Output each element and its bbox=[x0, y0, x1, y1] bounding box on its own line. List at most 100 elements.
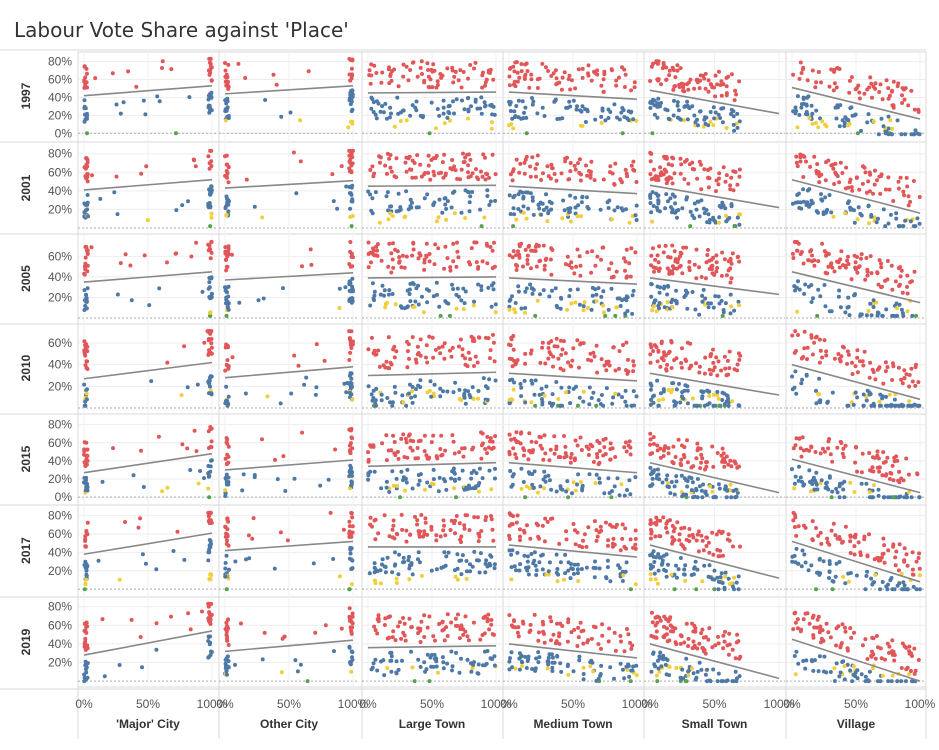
data-point bbox=[534, 573, 538, 577]
data-point bbox=[728, 539, 732, 543]
data-point bbox=[84, 631, 88, 635]
data-point bbox=[539, 444, 543, 448]
data-point bbox=[559, 386, 563, 390]
data-point bbox=[491, 528, 495, 532]
data-point bbox=[118, 663, 122, 667]
data-point bbox=[226, 209, 230, 213]
data-point bbox=[625, 450, 629, 454]
data-point bbox=[134, 85, 138, 89]
data-point bbox=[590, 308, 594, 312]
data-point bbox=[381, 284, 385, 288]
data-point bbox=[726, 394, 730, 398]
data-point bbox=[887, 115, 891, 119]
data-point bbox=[682, 572, 686, 576]
data-point bbox=[208, 379, 212, 383]
data-point bbox=[438, 476, 442, 480]
data-point bbox=[391, 241, 395, 245]
data-point bbox=[425, 242, 429, 246]
data-point bbox=[423, 196, 427, 200]
data-point bbox=[698, 365, 702, 369]
data-point bbox=[404, 529, 408, 533]
data-point bbox=[391, 258, 395, 262]
data-point bbox=[419, 620, 423, 624]
data-point bbox=[201, 290, 205, 294]
data-point bbox=[879, 265, 883, 269]
data-point bbox=[890, 288, 894, 292]
data-point bbox=[225, 539, 229, 543]
data-point bbox=[451, 259, 455, 263]
data-point bbox=[240, 488, 244, 492]
data-point bbox=[520, 487, 524, 491]
data-point bbox=[561, 76, 565, 80]
data-point bbox=[686, 88, 690, 92]
data-point bbox=[888, 393, 892, 397]
data-point bbox=[692, 572, 696, 576]
data-point bbox=[489, 199, 493, 203]
data-point bbox=[111, 71, 115, 75]
data-point bbox=[414, 387, 418, 391]
data-point bbox=[893, 555, 897, 559]
data-point bbox=[620, 537, 624, 541]
data-point bbox=[374, 404, 378, 408]
data-point bbox=[476, 267, 480, 271]
data-point bbox=[85, 131, 89, 135]
data-point bbox=[542, 288, 546, 292]
data-point bbox=[402, 109, 406, 113]
data-point bbox=[480, 112, 484, 116]
data-point bbox=[534, 440, 538, 444]
data-point bbox=[435, 219, 439, 223]
data-point bbox=[717, 171, 721, 175]
data-point bbox=[802, 524, 806, 528]
data-point bbox=[881, 537, 885, 541]
data-point bbox=[694, 488, 698, 492]
data-point bbox=[674, 401, 678, 405]
data-point bbox=[396, 624, 400, 628]
data-point bbox=[825, 537, 829, 541]
data-point bbox=[196, 383, 200, 387]
data-point bbox=[858, 97, 862, 101]
data-point bbox=[419, 665, 423, 669]
data-point bbox=[618, 493, 622, 497]
data-point bbox=[653, 299, 657, 303]
data-point bbox=[807, 205, 811, 209]
data-point bbox=[851, 114, 855, 118]
data-point bbox=[487, 70, 491, 74]
data-point bbox=[827, 439, 831, 443]
data-point bbox=[526, 69, 530, 73]
data-point bbox=[824, 271, 828, 275]
data-point bbox=[606, 544, 610, 548]
data-point bbox=[84, 156, 88, 160]
data-point bbox=[82, 673, 86, 677]
data-point bbox=[466, 163, 470, 167]
data-point bbox=[651, 190, 655, 194]
data-point bbox=[689, 210, 693, 214]
data-point bbox=[527, 573, 531, 577]
data-point bbox=[260, 215, 264, 219]
data-point bbox=[373, 470, 377, 474]
data-point bbox=[510, 117, 514, 121]
data-point bbox=[718, 549, 722, 553]
data-point bbox=[538, 77, 542, 81]
data-point bbox=[709, 353, 713, 357]
data-point bbox=[555, 179, 559, 183]
data-point bbox=[225, 554, 229, 558]
data-point bbox=[702, 207, 706, 211]
data-point bbox=[518, 162, 522, 166]
data-point bbox=[731, 545, 735, 549]
data-point bbox=[489, 348, 493, 352]
data-point bbox=[896, 584, 900, 588]
data-point bbox=[726, 359, 730, 363]
data-point bbox=[401, 400, 405, 404]
data-point bbox=[543, 362, 547, 366]
data-point bbox=[661, 66, 665, 70]
data-point bbox=[345, 381, 349, 385]
data-point bbox=[490, 127, 494, 131]
data-point bbox=[206, 558, 210, 562]
data-point bbox=[733, 89, 737, 93]
data-point bbox=[714, 74, 718, 78]
data-point bbox=[367, 265, 371, 269]
data-point bbox=[563, 455, 567, 459]
data-point bbox=[410, 254, 414, 258]
data-point bbox=[829, 210, 833, 214]
data-point bbox=[438, 351, 442, 355]
